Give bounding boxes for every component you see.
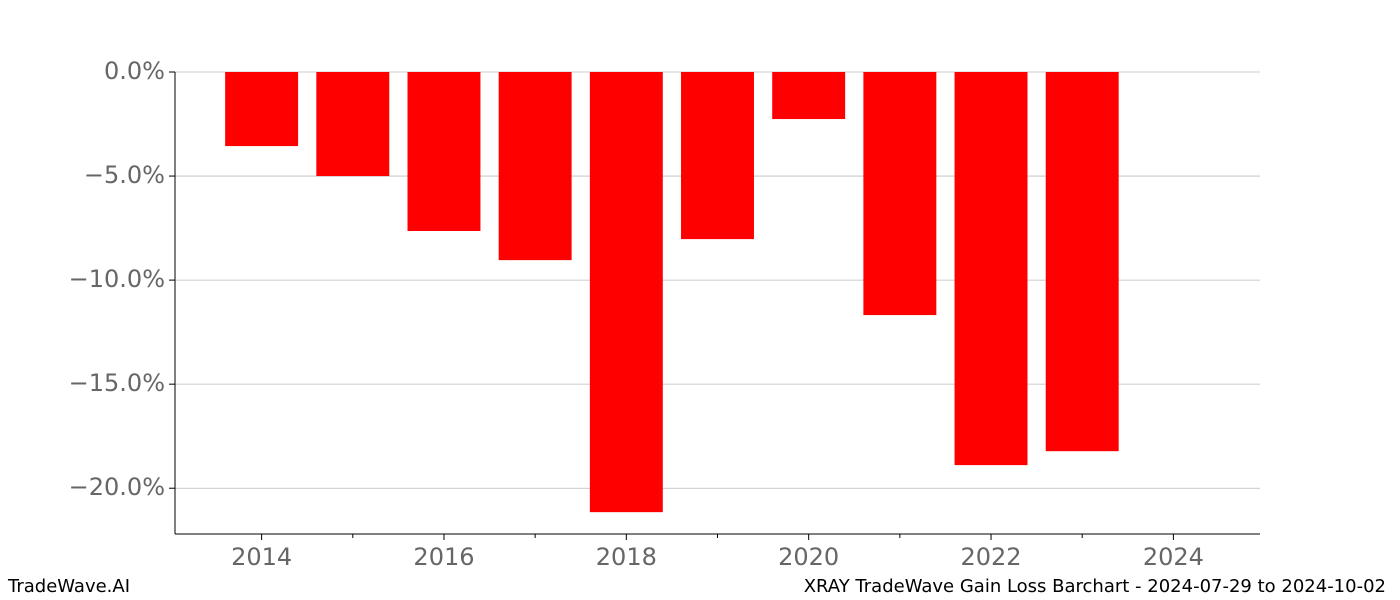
y-tick-label: −5.0% (84, 161, 165, 189)
bar (1045, 72, 1119, 452)
x-tick-label: 2022 (960, 543, 1021, 571)
bar (589, 72, 663, 513)
y-tick-label: −15.0% (69, 369, 165, 397)
bar (316, 72, 390, 177)
x-tick-label: 2014 (231, 543, 292, 571)
bar (225, 72, 299, 147)
watermark: TradeWave.AI (7, 576, 130, 597)
bar (681, 72, 754, 240)
x-tick-label: 2024 (1143, 543, 1204, 571)
bar (863, 72, 937, 316)
y-tick-label: 0.0% (104, 57, 165, 85)
y-tick-label: −10.0% (69, 265, 165, 293)
bar (954, 72, 1028, 466)
x-tick-label: 2016 (413, 543, 474, 571)
chart-title: XRAY TradeWave Gain Loss Barchart - 2024… (804, 576, 1386, 597)
y-tick-label: −20.0% (69, 473, 165, 501)
bar (407, 72, 481, 231)
bar (772, 72, 846, 120)
x-tick-label: 2020 (778, 543, 839, 571)
bar (498, 72, 572, 261)
x-tick-label: 2018 (596, 543, 657, 571)
